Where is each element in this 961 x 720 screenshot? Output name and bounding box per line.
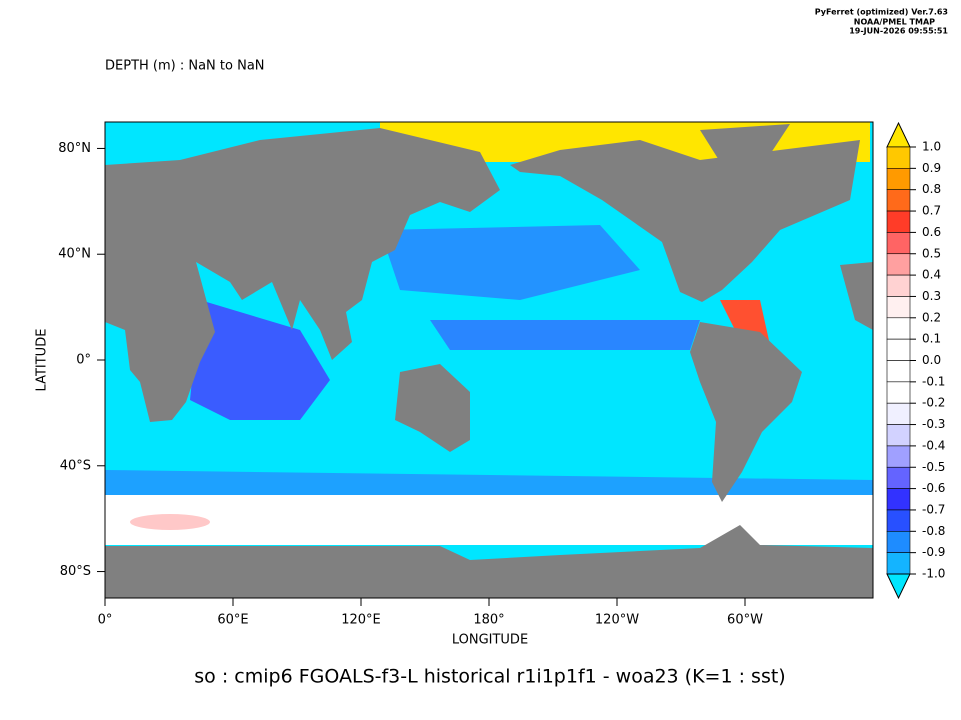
- x-tick-label: 60°W: [727, 613, 763, 628]
- colorbar-box: [886, 210, 911, 233]
- x-axis-title: LONGITUDE: [452, 633, 528, 648]
- colorbar-label: 1.0: [922, 140, 941, 154]
- colorbar-label: 0.3: [922, 289, 941, 303]
- ocean-patch: [105, 495, 873, 545]
- colorbar-label: -0.9: [922, 545, 945, 559]
- colorbar-box: [886, 445, 911, 468]
- colorbar-box: [886, 317, 911, 340]
- colorbar-label: 0.5: [922, 246, 941, 260]
- x-tick-label: 120°W: [595, 613, 639, 628]
- ocean-patch: [130, 514, 210, 530]
- caption: so : cmip6 FGOALS-f3-L historical r1i1p1…: [194, 666, 785, 688]
- land: [105, 128, 500, 422]
- colorbar-box: [886, 146, 911, 169]
- map: [104, 121, 874, 599]
- y-tick-label: 40°S: [60, 458, 91, 473]
- land: [690, 322, 802, 502]
- ocean-patch: [380, 225, 640, 300]
- colorbar-box: [886, 232, 911, 255]
- colorbar-box: [886, 338, 911, 361]
- x-tick-label: 0°: [98, 613, 113, 628]
- header-line: 19-JUN-2026 09:55:51: [849, 27, 948, 36]
- colorbar-box: [886, 296, 911, 319]
- ocean-patch: [430, 320, 700, 350]
- colorbar-arrow: [886, 573, 911, 600]
- colorbar-box: [886, 488, 911, 511]
- x-tick-label: 120°E: [341, 613, 381, 628]
- colorbar-label: 0.1: [922, 332, 941, 346]
- colorbar-label: -0.3: [922, 417, 945, 431]
- colorbar-box: [886, 360, 911, 383]
- y-tick-label: 80°N: [58, 141, 91, 156]
- colorbar-label: 0.2: [922, 310, 941, 324]
- chart-title: DEPTH (m) : NaN to NaN: [105, 59, 265, 74]
- y-tick-label: 40°N: [58, 247, 91, 262]
- colorbar-box: [886, 466, 911, 489]
- colorbar-label: -0.2: [922, 396, 945, 410]
- header-line: NOAA/PMEL TMAP: [854, 18, 935, 27]
- land: [510, 140, 860, 302]
- colorbar-label: 0.6: [922, 225, 941, 239]
- colorbar-label: 0.8: [922, 182, 941, 196]
- colorbar-box: [886, 530, 911, 553]
- colorbar-label: -0.8: [922, 524, 945, 538]
- colorbar-label: -0.6: [922, 481, 945, 495]
- x-tick-label: 180°: [473, 613, 504, 628]
- colorbar-label: -0.5: [922, 460, 945, 474]
- colorbar-label: -0.1: [922, 374, 945, 388]
- y-tick-label: 0°: [76, 353, 91, 368]
- colorbar-box: [886, 168, 911, 191]
- land: [105, 525, 873, 598]
- colorbar-box: [886, 552, 911, 575]
- colorbar-box: [886, 189, 911, 212]
- colorbar-box: [886, 381, 911, 404]
- land: [840, 262, 873, 330]
- colorbar-label: -0.4: [922, 438, 945, 452]
- colorbar-label: -1.0: [922, 567, 945, 581]
- colorbar-box: [886, 253, 911, 276]
- colorbar-label: 0.7: [922, 204, 941, 218]
- colorbar-label: 0.9: [922, 161, 941, 175]
- colorbar-box: [886, 402, 911, 425]
- land: [395, 364, 470, 452]
- y-axis-title: LATITUDE: [35, 329, 50, 392]
- colorbar-box: [886, 274, 911, 297]
- colorbar-label: 0.4: [922, 268, 941, 282]
- colorbar-box: [886, 509, 911, 532]
- x-tick-label: 60°E: [217, 613, 248, 628]
- y-tick-label: 80°S: [60, 564, 91, 579]
- colorbar-label: -0.7: [922, 502, 945, 516]
- colorbar-box: [886, 424, 911, 447]
- header-line: PyFerret (optimized) Ver.7.63: [815, 8, 948, 17]
- colorbar-label: 0.0: [922, 353, 941, 367]
- land: [700, 124, 790, 165]
- ocean-patch: [190, 300, 330, 420]
- colorbar-arrow: [886, 121, 911, 148]
